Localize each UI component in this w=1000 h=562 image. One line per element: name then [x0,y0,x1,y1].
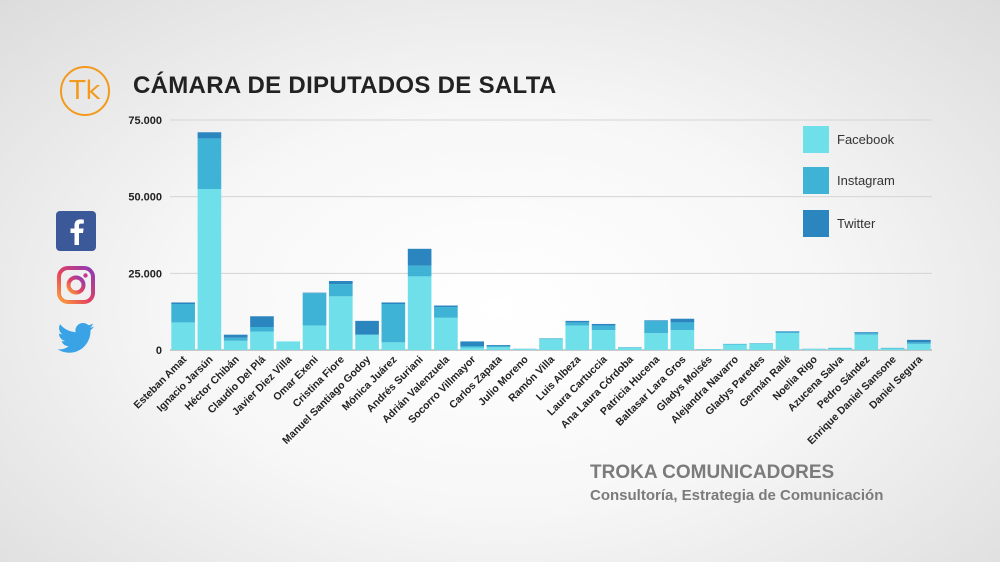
bar-twitter [381,302,406,304]
bar-twitter [670,318,695,323]
bar-twitter [434,305,458,308]
bar-facebook [565,325,590,350]
bar-facebook [696,349,721,350]
bar-twitter [223,334,248,338]
y-tick-label: 75.000 [128,115,162,127]
bar-facebook [171,322,195,350]
bar-instagram [434,307,458,318]
instagram-icon [57,266,95,304]
bar-instagram [407,265,432,277]
bar-instagram [197,138,222,189]
bar-facebook [539,339,563,350]
bar-twitter [644,320,668,321]
bar-twitter [355,320,379,335]
bar-instagram [723,343,747,345]
bar-facebook [381,342,406,350]
bar-instagram [880,347,905,349]
legend-label-instagram: Instagram [837,173,895,188]
chart-bars [171,132,931,350]
bar-facebook [880,348,905,350]
bar-twitter [775,331,800,332]
bar-twitter [328,281,353,285]
bar-facebook [618,347,642,350]
bar-instagram [618,347,642,348]
legend-swatch-instagram [803,167,829,194]
legend-label-facebook: Facebook [837,132,895,147]
bar-facebook [302,325,327,350]
legend-swatch-twitter [803,210,829,237]
bar-facebook [644,333,668,350]
bar-facebook [407,276,432,350]
bar-instagram [381,304,406,343]
bar-twitter [486,345,511,347]
y-axis-ticks: 0 25.000 50.000 75.000 [128,115,162,357]
bar-instagram [670,322,695,331]
bar-twitter [854,332,879,334]
y-tick-label: 50.000 [128,192,162,204]
troka-logo: Tk [60,66,110,116]
bar-twitter [171,302,195,304]
logo-text: Tk [69,76,101,106]
bar-facebook [723,344,747,350]
legend-label-twitter: Twitter [837,216,876,231]
bar-facebook [801,349,826,350]
bar-instagram [565,322,590,326]
bar-instagram [539,338,563,340]
bar-facebook [276,341,301,350]
bar-facebook [250,331,274,350]
bar-twitter [460,341,484,347]
bar-facebook [486,347,511,350]
bar-facebook [434,317,458,350]
y-tick-label: 25.000 [128,268,162,280]
bar-facebook [670,330,695,350]
bar-instagram [250,327,274,332]
bar-twitter [302,292,327,294]
bar-instagram [486,346,511,348]
bar-facebook [775,333,800,350]
bar-facebook [328,296,353,350]
bar-instagram [171,304,195,323]
bar-facebook [907,343,931,350]
bar-instagram [854,333,879,335]
facebook-icon [56,211,96,251]
bar-twitter [197,132,222,139]
bar-instagram [328,284,353,297]
bar-twitter [907,339,931,343]
bar-twitter [250,316,274,327]
bar-facebook [828,348,852,350]
bar-instagram [907,342,931,344]
bar-instagram [460,346,484,348]
bar-facebook [197,189,222,350]
bar-instagram [828,347,852,349]
company-tagline: Consultoría, Estrategia de Comunicación [590,487,884,504]
bar-instagram [775,331,800,334]
bar-instagram [644,320,668,334]
twitter-icon [57,323,94,353]
bar-instagram [302,293,327,326]
bar-twitter [591,323,616,326]
bar-facebook [854,334,879,350]
bar-instagram [749,343,774,344]
bar-facebook [591,330,616,350]
bar-facebook [460,347,484,350]
bar-facebook [512,349,537,350]
bar-twitter [565,320,590,323]
legend-swatch-facebook [803,126,829,153]
bar-facebook [223,340,248,350]
bar-facebook [749,343,774,350]
chart-legend: Facebook Instagram Twitter [803,126,895,237]
company-name: TROKA COMUNICADORES [590,462,835,483]
bar-twitter [407,248,432,266]
bar-instagram [223,337,248,341]
bar-facebook [355,334,379,350]
y-tick-label: 0 [156,345,162,357]
bar-instagram [591,325,616,331]
chart-title: CÁMARA DE DIPUTADOS DE SALTA [133,72,557,99]
